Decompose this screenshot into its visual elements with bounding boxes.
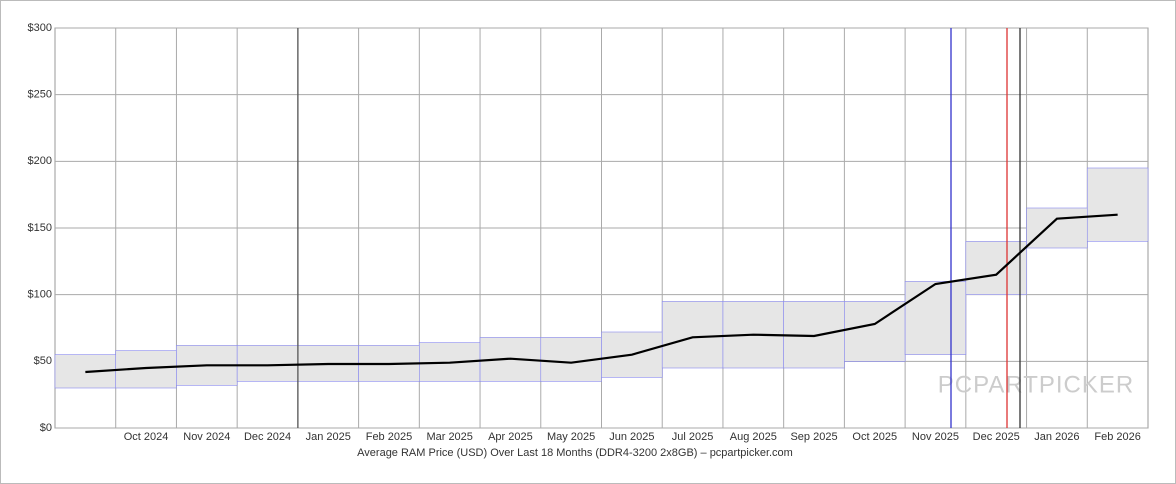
x-tick-label: Jul 2025 — [672, 431, 714, 443]
price-range — [661, 301, 724, 369]
x-tick-label: Jan 2026 — [1034, 431, 1079, 443]
watermark: PCPARTPICKER — [938, 371, 1135, 398]
x-tick-label: Apr 2025 — [488, 431, 533, 443]
y-tick-label: $50 — [34, 355, 52, 367]
y-tick-label: $250 — [28, 89, 52, 101]
x-tick-label: Dec 2025 — [973, 431, 1020, 443]
x-tick-label: May 2025 — [547, 431, 595, 443]
x-tick-label: Oct 2024 — [124, 431, 169, 443]
x-tick-label: Mar 2025 — [426, 431, 472, 443]
price-range — [904, 281, 967, 355]
price-range — [1026, 207, 1088, 249]
x-tick-label: Feb 2026 — [1094, 431, 1140, 443]
x-tick-label: Nov 2024 — [183, 431, 230, 443]
price-line — [85, 213, 1118, 374]
y-tick-label: $0 — [40, 422, 52, 434]
y-tick-label: $300 — [28, 22, 52, 34]
x-tick-label: Feb 2025 — [366, 431, 412, 443]
price-range — [236, 345, 299, 382]
x-tick-label: Dec 2024 — [244, 431, 291, 443]
x-tick-label: Aug 2025 — [730, 431, 777, 443]
y-tick-label: $200 — [28, 155, 52, 167]
price-range — [965, 241, 1027, 295]
x-tick-label: Jan 2025 — [306, 431, 351, 443]
x-tick-label: Sep 2025 — [790, 431, 837, 443]
caption: Average RAM Price (USD) Over Last 18 Mon… — [357, 447, 793, 459]
y-tick-label: $150 — [28, 222, 52, 234]
x-tick-label: Jun 2025 — [609, 431, 654, 443]
x-tick-label: Nov 2025 — [912, 431, 959, 443]
y-tick-label: $100 — [28, 289, 52, 301]
price-range — [1086, 167, 1149, 242]
x-tick-label: Oct 2025 — [852, 431, 897, 443]
